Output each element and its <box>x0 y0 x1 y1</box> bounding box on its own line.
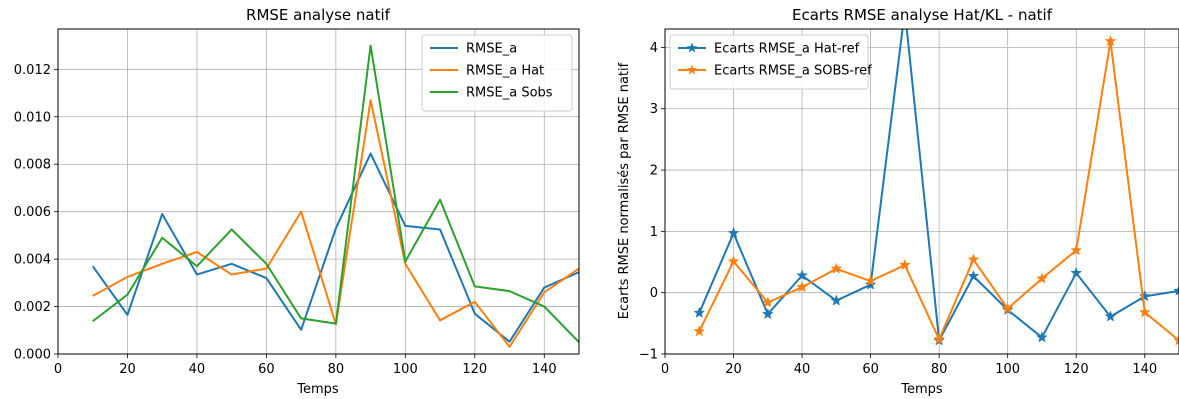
chart-rmse-analyse-natif: RMSE analyse natif Temps 0 20 40 60 80 100 120… <box>14 6 580 397</box>
y-tick-label: 2 <box>650 164 658 179</box>
x-tick-label: 20 <box>725 362 742 377</box>
data-point <box>830 294 843 306</box>
plot-area <box>91 44 579 348</box>
y-tick-label: 0 <box>650 286 658 301</box>
y-tick-label: 4 <box>650 41 658 56</box>
x-axis-label: Temps <box>900 382 943 397</box>
x-tick-label: 100 <box>995 362 1020 377</box>
x-tick-label: 60 <box>862 362 879 377</box>
data-point <box>1173 334 1179 346</box>
data-point <box>796 269 808 281</box>
legend-label: Ecarts RMSE_a SOBS-ref <box>714 64 872 79</box>
x-tick-label: 40 <box>189 362 206 377</box>
data-point <box>1104 310 1117 322</box>
data-point <box>1138 290 1151 302</box>
x-tick-label: 80 <box>931 362 948 377</box>
y-tick-label: 0.004 <box>14 253 51 268</box>
data-point <box>830 262 843 274</box>
y-tick-label: 0.006 <box>14 205 51 220</box>
data-point <box>864 278 877 290</box>
chart-ecarts-rmse: Ecarts RMSE analyse Hat/KL - natif Temps… <box>617 6 1179 397</box>
data-point <box>864 274 877 287</box>
data-point <box>967 269 980 282</box>
data-point <box>1138 306 1151 318</box>
legend-label: RMSE_a <box>466 42 517 57</box>
axes-frame <box>664 28 1179 355</box>
data-point <box>933 333 946 345</box>
plot-area <box>693 29 1179 346</box>
legend-label: Ecarts RMSE_a Hat-ref <box>714 42 860 57</box>
data-point <box>693 306 706 318</box>
y-tick-label: 0.010 <box>14 110 51 125</box>
legend: RMSE_a RMSE_a Hat RMSE_a Sobs <box>421 34 573 112</box>
x-tick-label: 140 <box>532 362 557 377</box>
data-point <box>1036 331 1048 343</box>
data-point <box>761 296 774 308</box>
data-point <box>1070 244 1083 256</box>
y-tick-label: 1 <box>650 225 658 240</box>
x-tick-label: 80 <box>328 362 345 377</box>
legend-label: RMSE_a Hat <box>466 64 544 79</box>
x-tick-label: 120 <box>1064 362 1089 377</box>
x-tick-label: 40 <box>794 362 811 377</box>
legend-marker <box>686 64 698 75</box>
data-point <box>761 307 774 320</box>
data-point <box>727 255 740 267</box>
data-point <box>898 258 911 271</box>
y-tick-label: 0.008 <box>14 158 51 173</box>
chart-title: Ecarts RMSE analyse Hat/KL - natif <box>792 6 1053 24</box>
y-tick-label: −1 <box>639 348 658 363</box>
data-point <box>1036 272 1048 284</box>
gridlines <box>57 29 579 355</box>
y-tick-label: 0.000 <box>14 348 51 363</box>
x-tick-label: 0 <box>54 362 62 377</box>
chart-title: RMSE analyse natif <box>246 6 391 24</box>
legend-box <box>669 34 869 90</box>
y-tick-label: 3 <box>650 102 658 117</box>
data-point <box>967 253 980 265</box>
data-point <box>727 226 740 239</box>
y-axis-label: Ecarts RMSE normalisés par RMSE natif <box>617 62 632 319</box>
legend-box <box>421 34 573 112</box>
x-tick-label: 100 <box>393 362 418 377</box>
data-point <box>1173 284 1179 296</box>
data-point <box>693 325 706 337</box>
x-tick-label: 120 <box>462 362 487 377</box>
series-line-3 <box>92 44 579 343</box>
legend-marker <box>686 42 698 53</box>
data-point <box>1001 302 1014 314</box>
y-tick-label: 0.002 <box>14 300 51 315</box>
x-tick-label: 20 <box>119 362 136 377</box>
data-point <box>1104 35 1117 47</box>
x-axis-label: Temps <box>296 382 339 397</box>
data-point <box>1070 266 1083 279</box>
legend: Ecarts RMSE_a Hat-ref Ecarts RMSE_a SOBS-… <box>669 34 872 90</box>
data-point <box>796 280 808 293</box>
x-tick-label: 140 <box>1132 362 1157 377</box>
legend-label: RMSE_a Sobs <box>466 86 553 101</box>
x-tick-label: 0 <box>661 362 669 377</box>
x-tick-label: 60 <box>258 362 275 377</box>
axes-frame <box>57 28 580 355</box>
y-tick-label: 0.012 <box>14 63 51 78</box>
